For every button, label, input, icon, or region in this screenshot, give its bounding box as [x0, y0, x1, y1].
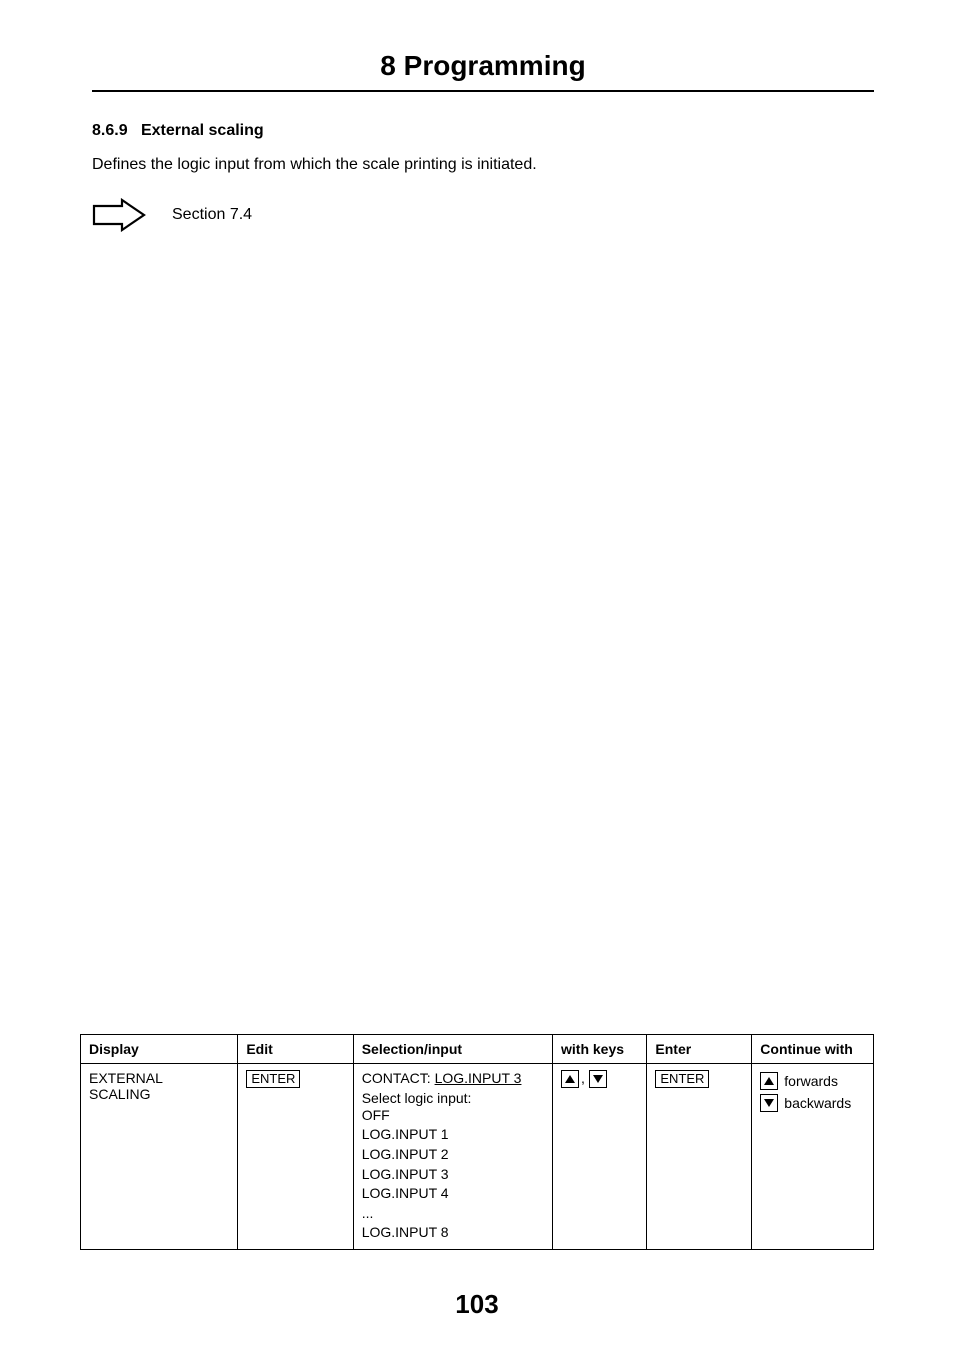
col-with-keys: with keys	[553, 1034, 647, 1063]
selection-option: ...	[362, 1204, 544, 1224]
selection-option: LOG.INPUT 3	[362, 1165, 544, 1185]
section-heading: 8.6.9 External scaling	[92, 122, 874, 140]
chapter-title: 8 Programming	[92, 50, 874, 92]
selection-option: LOG.INPUT 1	[362, 1125, 544, 1145]
selection-prefix: CONTACT:	[362, 1070, 435, 1086]
arrow-right-icon	[92, 198, 146, 232]
arrow-up-key-icon	[760, 1072, 778, 1090]
continue-backwards-label: backwards	[784, 1092, 851, 1114]
arrow-down-key-icon	[760, 1094, 778, 1112]
selection-option: LOG.INPUT 8	[362, 1223, 544, 1243]
col-edit: Edit	[238, 1034, 353, 1063]
cell-continue: forwards backwards	[752, 1063, 874, 1249]
cross-reference-text: Section 7.4	[172, 206, 252, 224]
cell-display: EXTERNAL SCALING	[81, 1063, 238, 1249]
selection-current: CONTACT: LOG.INPUT 3	[362, 1070, 544, 1086]
table-row: EXTERNAL SCALING ENTER CONTACT: LOG.INPU…	[81, 1063, 874, 1249]
display-line: EXTERNAL	[89, 1070, 229, 1086]
arrow-up-key-icon	[561, 1070, 579, 1088]
arrow-down-key-icon	[589, 1070, 607, 1088]
selection-label: Select logic input:	[362, 1090, 544, 1106]
page-number: 103	[0, 1289, 954, 1320]
cross-reference: Section 7.4	[92, 198, 874, 232]
parameter-table: Display Edit Selection/input with keys E…	[80, 1034, 874, 1250]
selection-option: OFF	[362, 1106, 544, 1126]
section-number: 8.6.9	[92, 122, 128, 139]
cell-edit: ENTER	[238, 1063, 353, 1249]
continue-forwards: forwards	[760, 1070, 865, 1092]
section-paragraph: Defines the logic input from which the s…	[92, 154, 874, 176]
display-line: SCALING	[89, 1086, 229, 1102]
table-header-row: Display Edit Selection/input with keys E…	[81, 1034, 874, 1063]
selection-option: LOG.INPUT 2	[362, 1145, 544, 1165]
enter-key-icon: ENTER	[246, 1070, 300, 1088]
enter-key-icon: ENTER	[655, 1070, 709, 1088]
col-display: Display	[81, 1034, 238, 1063]
col-enter: Enter	[647, 1034, 752, 1063]
section-title: External scaling	[141, 122, 264, 139]
selection-value: LOG.INPUT 3	[435, 1070, 522, 1086]
selection-option: LOG.INPUT 4	[362, 1184, 544, 1204]
cell-enter: ENTER	[647, 1063, 752, 1249]
col-continue: Continue with	[752, 1034, 874, 1063]
cell-with-keys: ,	[553, 1063, 647, 1249]
continue-backwards: backwards	[760, 1092, 865, 1114]
continue-forwards-label: forwards	[784, 1070, 838, 1092]
keys-separator: ,	[581, 1070, 589, 1086]
col-selection: Selection/input	[353, 1034, 552, 1063]
cell-selection: CONTACT: LOG.INPUT 3 Select logic input:…	[353, 1063, 552, 1249]
